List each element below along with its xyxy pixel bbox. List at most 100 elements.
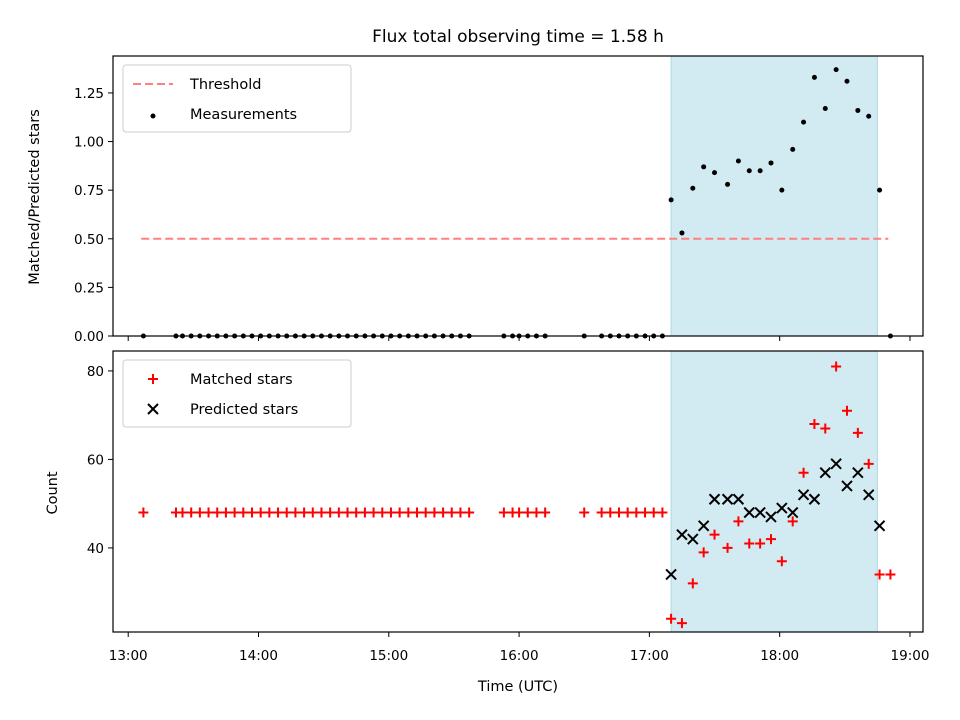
predicted-star-point [687, 533, 699, 545]
measurement-point [690, 185, 696, 191]
tick-layer: 0.00 0.25 0.50 0.75 1.00 1.25 13:00 14:00 15:00 1… [74, 86, 929, 664]
matched-star-point [420, 507, 431, 518]
matched-star-point [273, 507, 284, 518]
predicted-star-point [754, 506, 766, 519]
matched-star-point [622, 507, 633, 518]
matched-star-point [631, 507, 642, 518]
matched-star-point [666, 613, 677, 624]
matched-star-point [342, 507, 353, 518]
matched-star-point [722, 542, 733, 553]
measurement-point [801, 119, 807, 125]
legend-entry-label: Predicted stars [190, 402, 298, 418]
measurement-point [811, 74, 817, 80]
top-y-tick-label: 1.25 [74, 86, 104, 102]
top-y-tick-label: 0.75 [74, 183, 104, 199]
top-shaded-interval [670, 55, 878, 337]
top-y-tick-label: 1.00 [74, 135, 104, 151]
measurement-point [735, 158, 741, 164]
top-y-tick-label: 0.00 [74, 329, 104, 345]
matched-star-point [852, 427, 863, 438]
shaded-interval-layer [670, 55, 878, 633]
matched-star-point [776, 556, 787, 567]
matched-star-point [194, 507, 205, 518]
bottom-y-tick-label: 60 [87, 452, 104, 468]
predicted-star-point [721, 493, 734, 505]
matched-star-point [765, 534, 776, 545]
x-tick-label: 15:00 [369, 648, 408, 664]
predicted-star-point [819, 466, 831, 479]
matched-star-point [531, 507, 542, 518]
predicted-star-point [776, 502, 788, 514]
matched-star-point [709, 529, 720, 540]
matched-star-point [596, 507, 607, 518]
matched-star-point [863, 458, 874, 469]
legend-entry-label: Threshold [189, 77, 261, 93]
measurement-point [822, 106, 828, 111]
matched-star-point [687, 578, 698, 589]
matched-star-point [640, 507, 651, 518]
legend-predicted-handle [147, 403, 159, 415]
predicted-star-point [743, 506, 755, 519]
bottom-y-axis-label: Count [45, 471, 61, 514]
measurement-point [833, 67, 839, 73]
predicted-star-point [732, 493, 745, 505]
top-legend-box [122, 64, 352, 133]
measurement-point [712, 170, 718, 176]
matched-star-point [446, 507, 457, 518]
predicted-star-point [841, 480, 853, 492]
matched-star-point [412, 507, 423, 518]
matched-star-point [325, 507, 336, 518]
matched-star-point [394, 507, 405, 518]
matched-star-point [613, 507, 624, 518]
measurement-point [866, 113, 872, 119]
matched-star-point [820, 423, 831, 434]
legend-entry-label: Measurements [190, 107, 297, 123]
matched-star-point [831, 361, 842, 372]
measurement-point [779, 187, 785, 193]
bottom-y-tick-label: 40 [87, 541, 104, 557]
predicted-star-point [765, 511, 777, 523]
matched-star-point [787, 516, 798, 527]
predicted-star-point [852, 466, 864, 479]
predicted-star-point [830, 458, 842, 470]
legends-layer: Threshold Measurements Matched stars Predic… [122, 64, 352, 428]
predicted-star-point [665, 568, 677, 581]
x-tick-label: 17:00 [630, 648, 669, 664]
matched-star-point [733, 516, 744, 527]
measurement-point [768, 160, 774, 166]
measurement-point [844, 78, 850, 84]
matched-star-point [307, 507, 318, 518]
matched-star-point [359, 507, 370, 518]
matched-star-point [264, 507, 275, 518]
x-axis-label: Time (UTC) [477, 679, 558, 695]
matched-star-point [290, 507, 301, 518]
matched-star-point [246, 507, 257, 518]
matched-star-point [498, 507, 509, 518]
matched-star-point [351, 507, 362, 518]
measurement-point [679, 230, 685, 236]
matched-star-point [438, 507, 449, 518]
chart-title: Flux total observing time = 1.58 h [372, 27, 664, 47]
measurement-point [701, 164, 707, 170]
matched-star-point [657, 507, 668, 518]
axes-frames [112, 55, 924, 633]
predicted-star-point [863, 489, 875, 501]
predicted-star-point [676, 528, 688, 541]
matched-star-point [809, 419, 820, 430]
x-tick-label: 19:00 [891, 648, 930, 664]
matched-star-point [455, 507, 466, 518]
matched-star-point [744, 538, 755, 549]
predicted-star-point [786, 506, 799, 519]
predicted-star-point [697, 520, 710, 532]
matched-star-point [229, 507, 240, 518]
matched-star-point [579, 507, 590, 518]
matched-star-point [874, 569, 885, 580]
top-axes-frame [112, 55, 924, 337]
matched-star-point [648, 507, 659, 518]
measurement-point [725, 181, 731, 187]
matched-star-point [212, 507, 223, 518]
matched-star-point [885, 569, 896, 580]
matched-star-point [203, 507, 214, 518]
measurement-point [855, 107, 861, 113]
